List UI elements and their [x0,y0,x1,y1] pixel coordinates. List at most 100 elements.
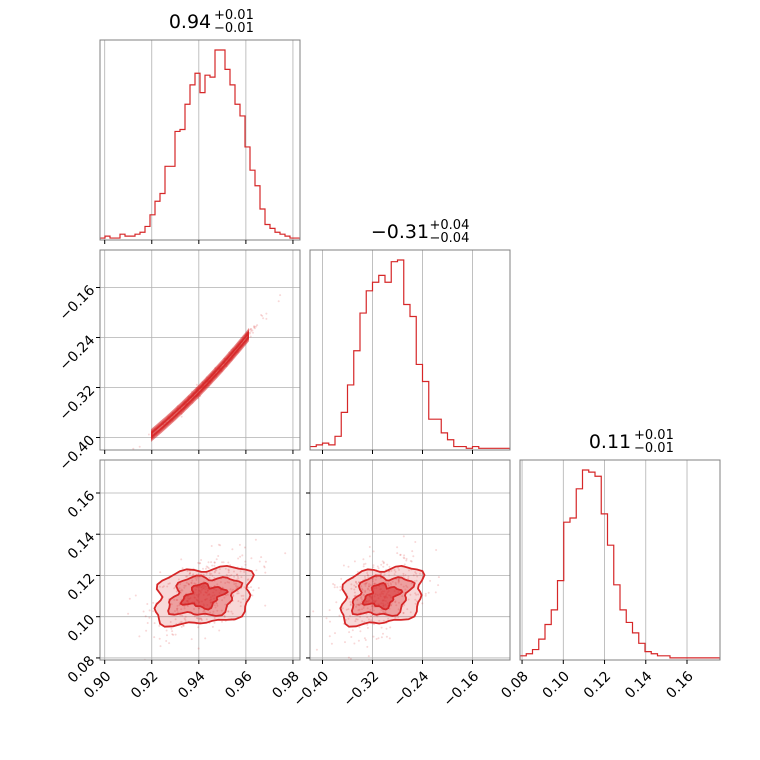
sample-point [414,602,417,605]
x-tick-label: 0.96 [222,668,255,701]
sample-point [179,583,182,585]
sample-point [206,566,209,569]
sample-point [376,615,379,618]
sample-point [377,637,380,640]
sample-point [264,604,267,607]
sample-point [181,614,184,617]
sample-point [364,639,367,641]
sample-point [224,582,227,584]
sample-point [264,571,267,574]
sample-point [362,558,365,561]
sample-point [224,603,227,606]
sample-point [205,618,208,621]
sample-point [168,582,171,585]
sample-point [371,607,374,610]
sample-point [354,586,357,588]
sample-point [258,560,261,563]
sample-point [336,586,339,589]
sample-point [404,588,407,591]
sample-point [214,570,217,573]
sample-point [399,554,402,556]
sample-point [406,586,409,589]
sample-point [181,589,184,592]
sample-point [183,607,186,610]
sample-point [361,588,364,591]
sample-point [362,593,365,596]
histogram-2 [520,469,720,660]
sample-point [197,626,200,629]
sample-point [221,561,223,564]
sample-point [228,569,230,572]
sample-point [255,325,258,328]
sample-point [186,570,189,573]
sample-point [231,612,234,615]
sample-point [395,604,398,607]
sample-point [195,578,198,581]
sample-point [412,555,415,558]
sample-point [228,581,231,584]
sample-point [390,569,393,572]
sample-point [128,597,131,600]
sample-point [171,633,174,636]
sample-point [148,616,151,619]
sample-point [257,587,260,589]
sample-point [252,331,254,334]
sample-point [144,615,147,618]
sample-point [397,579,400,581]
sample-point [394,601,397,604]
sample-point [345,608,348,611]
sample-point [225,573,228,576]
sample-point [231,548,234,551]
sample-point [117,457,119,459]
sample-point [255,569,258,572]
sample-point [357,603,360,606]
sample-point [204,637,207,640]
x-tick-label: 0.12 [581,668,614,701]
sample-point [253,326,255,329]
sample-point [382,619,385,622]
sample-point [397,580,400,583]
sample-point [248,328,251,331]
sample-point [421,602,424,605]
sample-point [248,332,251,335]
sample-point [251,594,254,597]
sample-point [189,572,191,575]
sample-point [384,611,387,614]
sample-point [404,574,407,577]
sample-point [147,433,150,436]
sample-point [397,616,400,619]
density-contour [151,331,249,439]
sample-point [357,609,360,612]
sample-point [372,635,375,638]
sample-point [249,331,252,334]
sample-point [347,565,350,568]
sample-point [210,545,213,547]
sample-point [403,557,406,560]
sample-point [394,570,397,573]
sample-point [362,565,365,568]
sample-point [233,570,235,573]
sample-point [214,606,217,609]
sample-point [213,571,216,574]
sample-point [207,561,210,564]
panel-1-1 [309,249,511,451]
sample-point [394,616,397,619]
sample-point [370,605,373,608]
sample-point [374,578,377,581]
sample-point [365,581,368,584]
sample-point [378,619,381,622]
sample-point [415,600,418,603]
sample-point [340,577,343,580]
sample-point [387,617,390,620]
sample-point [210,561,213,564]
sample-point [174,633,177,636]
sample-point [200,619,203,622]
sample-point [397,566,400,569]
sample-point [250,586,252,589]
sample-point [315,648,318,651]
sample-point [223,615,226,618]
sample-point [328,609,331,612]
sample-point [368,585,370,588]
sample-point [204,567,207,570]
x-tick-label: 0.16 [663,668,696,701]
